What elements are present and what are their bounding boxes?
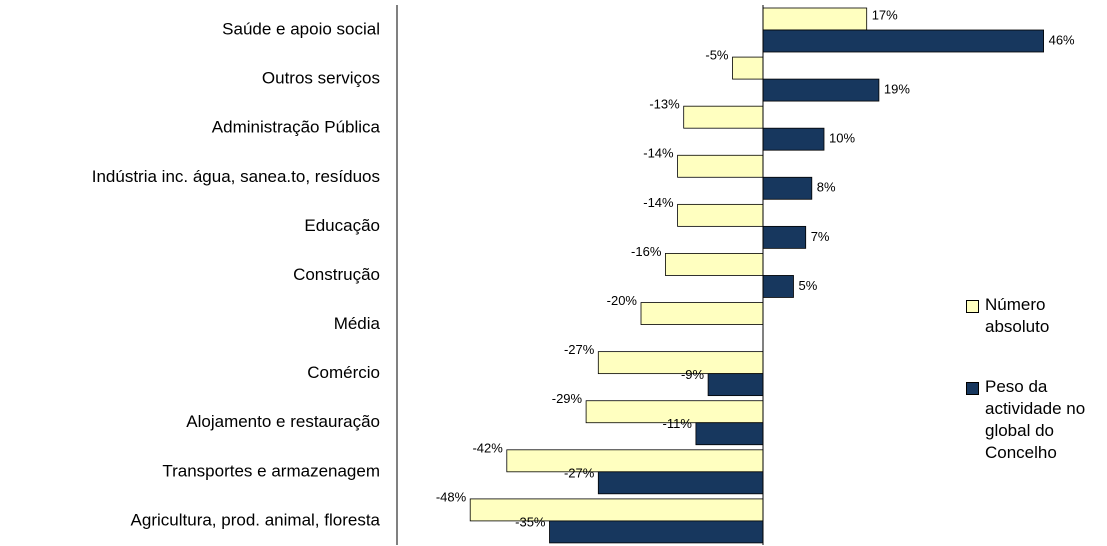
bar <box>683 105 764 129</box>
category-label: Agricultura, prod. animal, floresta <box>131 510 381 529</box>
legend: Número absoluto Peso da actividade no glo… <box>966 294 1101 502</box>
value-label: 19% <box>884 82 910 97</box>
legend-label: Peso da actividade no global do Concelho <box>985 377 1086 462</box>
category-label: Média <box>334 314 381 333</box>
bar <box>762 29 1045 53</box>
value-label: 5% <box>799 278 818 293</box>
value-label: 8% <box>817 180 836 195</box>
bar <box>695 422 764 446</box>
category-label: Outros serviços <box>262 69 380 88</box>
value-label: 10% <box>829 131 855 146</box>
bar <box>677 154 764 178</box>
category-label: Transportes e armazenagem <box>162 461 380 480</box>
category-label: Administração Pública <box>212 118 381 137</box>
legend-swatch <box>966 300 979 313</box>
legend-swatch <box>966 382 979 395</box>
category-label: Saúde e apoio social <box>222 19 380 38</box>
value-label: -48% <box>436 489 467 504</box>
value-label: -14% <box>643 195 674 210</box>
value-label: -16% <box>631 244 662 259</box>
bar <box>640 302 764 325</box>
legend-item: Peso da actividade no global do Concelho <box>966 376 1101 464</box>
legend-label: Número absoluto <box>985 295 1050 336</box>
bar <box>762 127 825 151</box>
value-label: -13% <box>649 97 680 112</box>
bar <box>762 7 868 31</box>
value-label: -5% <box>705 48 729 63</box>
value-label: -29% <box>552 391 583 406</box>
value-label: -9% <box>681 367 705 382</box>
bar <box>762 275 794 298</box>
value-label: -27% <box>564 465 595 480</box>
bar <box>506 449 764 473</box>
bar <box>597 471 764 495</box>
value-label: 46% <box>1049 32 1075 47</box>
value-label: -42% <box>472 440 503 455</box>
category-label: Alojamento e restauração <box>186 412 380 431</box>
category-label: Comércio <box>307 363 380 382</box>
bar <box>762 176 813 200</box>
value-label: -27% <box>564 342 595 357</box>
bar <box>762 225 807 249</box>
category-label: Indústria inc. água, sanea.to, resíduos <box>92 167 380 186</box>
category-label: Educação <box>304 216 380 235</box>
value-label: -20% <box>607 293 638 308</box>
value-label: -14% <box>643 146 674 161</box>
bar <box>469 498 764 522</box>
bar <box>665 253 764 276</box>
value-label: -35% <box>515 514 546 529</box>
bar <box>677 203 764 227</box>
category-label: Construção <box>293 265 380 284</box>
value-label: -11% <box>663 416 693 431</box>
legend-item: Número absoluto <box>966 294 1101 338</box>
bar <box>732 56 764 80</box>
value-label: 17% <box>872 7 898 22</box>
bar <box>549 520 764 544</box>
bar <box>707 373 764 397</box>
bar <box>762 78 880 102</box>
value-label: 7% <box>811 229 830 244</box>
